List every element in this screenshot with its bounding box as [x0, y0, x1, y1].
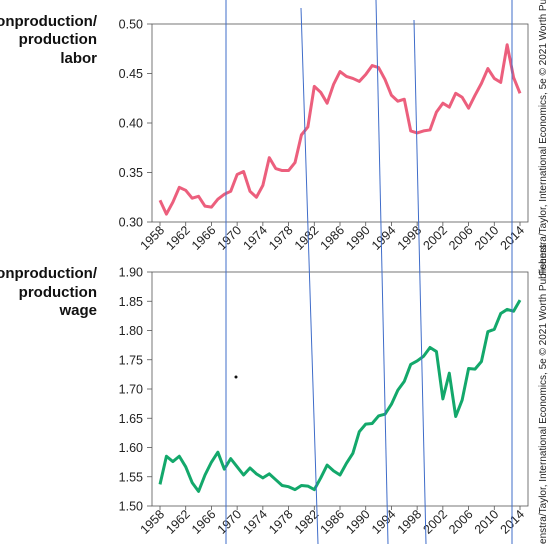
y-axis-title-line-2: production	[19, 31, 97, 48]
x-tick-label: 1970	[215, 223, 245, 253]
wage-chart: Nonproduction/ production wage 1.501.551…	[0, 244, 549, 544]
x-tick-label: 1966	[189, 507, 219, 537]
x-tick-label: 2006	[446, 223, 476, 253]
y-tick-label: 1.50	[119, 500, 143, 514]
y-tick-label: 1.85	[119, 295, 143, 309]
x-tick-label: 1966	[189, 223, 219, 253]
x-tick-label: 1990	[343, 223, 373, 253]
x-tick-label: 1994	[369, 507, 399, 537]
x-ticks: 1958196219661970197419781982198619901994…	[138, 222, 527, 253]
x-tick-label: 1962	[163, 507, 193, 537]
y-axis-title-line-1: Nonproduction/	[0, 13, 98, 30]
y-tick-label: 1.90	[119, 266, 143, 280]
x-tick-label: 2010	[472, 223, 502, 253]
x-tick-label: 1990	[343, 507, 373, 537]
x-tick-label: 1986	[318, 223, 348, 253]
plot-frame	[151, 23, 529, 223]
y-tick-label: 1.65	[119, 412, 143, 426]
x-tick-label: 1974	[240, 223, 270, 253]
annotation-dot	[234, 375, 238, 379]
series-line	[158, 299, 522, 493]
y-axis-title-line-2: production	[19, 284, 97, 301]
y-tick-label: 1.70	[119, 383, 143, 397]
y-tick-label: 0.35	[119, 166, 143, 180]
annotation-lines	[225, 0, 513, 544]
series-line	[158, 43, 522, 216]
x-tick-label: 1982	[292, 223, 322, 253]
y-ticks: 0.30 0.35 0.40 0.45 0.50	[119, 18, 152, 230]
x-tick-label: 1962	[163, 223, 193, 253]
x-tick-label: 1998	[395, 507, 425, 537]
x-tick-label: 1986	[318, 507, 348, 537]
y-tick-label: 0.30	[119, 216, 143, 230]
x-tick-label: 1970	[215, 507, 245, 537]
y-tick-label: 0.50	[119, 18, 143, 32]
x-tick-label: 1998	[395, 223, 425, 253]
x-tick-label: 2006	[446, 507, 476, 537]
y-tick-label: 0.45	[119, 67, 143, 81]
x-tick-label: 1974	[240, 507, 270, 537]
y-axis-title-line-1: Nonproduction/	[0, 265, 98, 282]
labor-chart: Nonproduction/ production labor 0.30 0.35…	[0, 0, 549, 276]
x-ticks: 1958196219661970197419781982198619901994…	[138, 506, 527, 537]
y-tick-label: 1.75	[119, 353, 143, 367]
x-tick-label: 1978	[266, 507, 296, 537]
annotation-line-3	[375, 0, 389, 544]
credit-line: Feenstra/Taylor, International Economics…	[538, 244, 549, 544]
annotation-line-4	[413, 19, 427, 544]
y-ticks: 1.50 1.55 1.60 1.65 1.70 1.75 1.80 1.85 1.90	[119, 266, 152, 514]
y-axis-title-line-3: wage	[58, 302, 97, 319]
y-tick-label: 0.40	[119, 117, 143, 131]
x-tick-label: 2002	[420, 223, 450, 253]
credit-line: Feenstra/Taylor, International Economics…	[538, 0, 549, 276]
x-tick-label: 2010	[472, 507, 502, 537]
x-tick-label: 1978	[266, 223, 296, 253]
annotation-line-2	[300, 7, 319, 544]
y-tick-label: 1.60	[119, 441, 143, 455]
y-tick-label: 1.55	[119, 470, 143, 484]
y-tick-label: 1.80	[119, 324, 143, 338]
y-axis-title-line-3: labor	[60, 50, 97, 67]
x-tick-label: 1994	[369, 223, 399, 253]
